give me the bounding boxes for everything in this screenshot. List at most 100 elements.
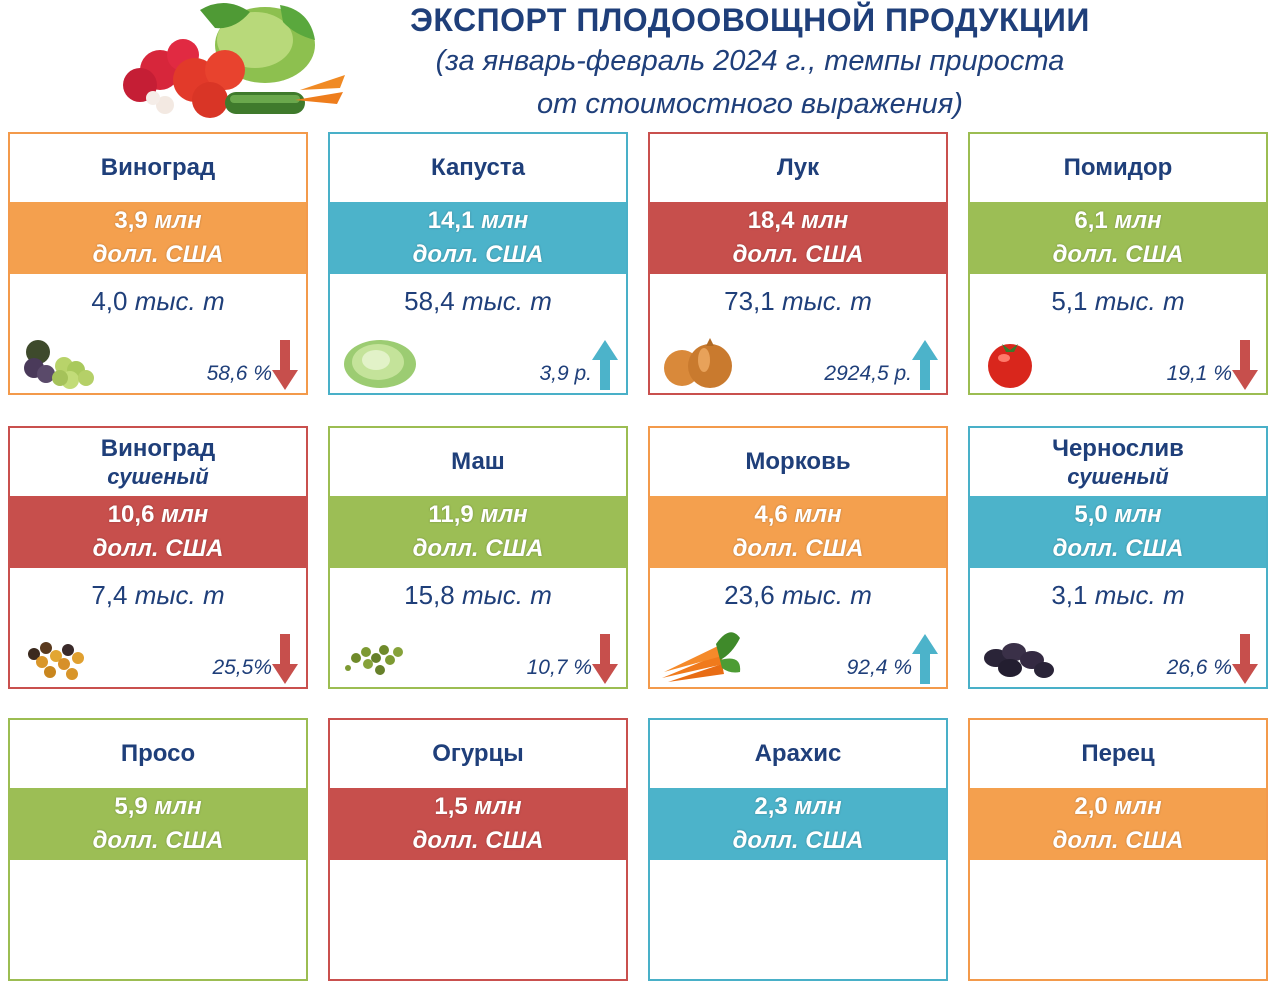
export-unit-mln: млн [481,207,529,234]
export-value: 5,0 [1074,501,1108,528]
volume-value: 3,1 [1051,580,1088,610]
volume-unit: тыс. т [461,580,552,610]
product-name-text: Просо [120,740,196,767]
export-unit-usd: долл. США [412,535,544,562]
export-unit-usd: долл. США [92,827,224,854]
export-unit-mln: млн [794,793,842,820]
export-value-band: 6,1 млн долл. США [970,202,1266,274]
volume-value: 58,4 [404,286,455,316]
vegetables-pile-icon [123,2,345,118]
export-value: 2,0 [1074,793,1108,820]
raisins-icon [20,624,102,684]
export-value: 10,6 [107,501,155,528]
export-value: 4,6 [754,501,788,528]
page-subtitle-line2: от стоимостного выражения) [537,88,963,120]
export-value: 14,1 [427,207,475,234]
product-card: Помидор 6,1 млн долл. США 5,1 тыс. т 19,1 % [968,132,1268,395]
product-name: Виноград сушеный [10,428,306,496]
product-name: Арахис [650,720,946,788]
arrow-down-icon [592,634,618,684]
volume-unit: тыс. т [461,286,552,316]
arrow-down-icon [272,340,298,390]
export-unit-usd: долл. США [732,535,864,562]
volume-unit: тыс. т [781,286,872,316]
export-value: 1,5 [434,793,468,820]
export-unit-usd: долл. США [732,827,864,854]
product-qualifier: сушеный [1067,464,1169,489]
product-qualifier: сушеный [107,464,209,489]
export-volume: 58,4 тыс. т [330,286,626,317]
volume-value: 15,8 [404,580,455,610]
product-name-text: Помидор [1063,154,1173,181]
export-value-band: 5,0 млн долл. США [970,496,1266,568]
product-name-text: Арахис [754,740,842,767]
export-unit-usd: долл. США [412,827,544,854]
growth-rate: 26,6 % [1166,656,1232,679]
header: ЭКСПОРТ ПЛОДООВОЩНОЙ ПРОДУКЦИИ (за январ… [0,0,1280,130]
product-name-text: Виноград [100,154,216,181]
export-unit-mln: млн [480,501,528,528]
product-name-text: Маш [451,448,505,475]
export-unit-usd: долл. США [1052,241,1184,268]
product-name-text: Капуста [431,154,525,181]
mung-bean-icon [340,624,422,684]
volume-value: 5,1 [1051,286,1088,316]
export-volume: 7,4 тыс. т [10,580,306,611]
growth-rate: 58,6 % [206,362,272,385]
product-name-text: Морковь [745,448,851,475]
product-name: Маш [330,428,626,496]
product-card: Виноград сушеный 10,6 млн долл. США 7,4 тыс.… [8,426,308,689]
grapes-icon [20,330,102,390]
onion-icon [660,330,742,390]
product-name-text: Перец [1081,740,1155,767]
export-unit-mln: млн [161,501,209,528]
product-card: Огурцы 1,5 млн долл. США [328,718,628,981]
export-value-band: 2,3 млн долл. США [650,788,946,860]
export-value-band: 18,4 млн долл. США [650,202,946,274]
export-volume: 23,6 тыс. т [650,580,946,611]
export-unit-mln: млн [1114,207,1162,234]
product-card: Чернослив сушеный 5,0 млн долл. США 3,1 тыс.… [968,426,1268,689]
page-subtitle-line1: (за январь-февраль 2024 г., темпы прирос… [435,45,1065,77]
product-name: Виноград [10,134,306,202]
export-unit-usd: долл. США [732,241,864,268]
arrow-up-icon [912,340,938,390]
export-unit-mln: млн [154,207,202,234]
product-name: Лук [650,134,946,202]
growth-rate: 92,4 % [846,656,912,679]
arrow-up-icon [592,340,618,390]
export-value: 2,3 [754,793,788,820]
arrow-down-icon [272,634,298,684]
prunes-icon [980,624,1062,684]
product-card: Капуста 14,1 млн долл. США 58,4 тыс. т 3,9 р… [328,132,628,395]
volume-value: 23,6 [724,580,775,610]
cabbage-icon [340,330,422,390]
product-name: Морковь [650,428,946,496]
export-value-band: 1,5 млн долл. США [330,788,626,860]
export-unit-mln: млн [801,207,849,234]
export-value: 3,9 [114,207,148,234]
export-unit-usd: долл. США [1052,535,1184,562]
volume-value: 4,0 [91,286,128,316]
export-value: 5,9 [114,793,148,820]
product-name: Просо [10,720,306,788]
product-name: Помидор [970,134,1266,202]
product-name: Огурцы [330,720,626,788]
product-card: Маш 11,9 млн долл. США 15,8 тыс. т 10,7 % [328,426,628,689]
export-volume: 5,1 тыс. т [970,286,1266,317]
arrow-down-icon [1232,340,1258,390]
export-unit-usd: долл. США [412,241,544,268]
export-value-band: 4,6 млн долл. США [650,496,946,568]
export-value-band: 10,6 млн долл. США [10,496,306,568]
volume-unit: тыс. т [1094,286,1185,316]
export-volume: 4,0 тыс. т [10,286,306,317]
tomato-icon [980,330,1062,390]
product-name-text: Виноград [100,435,216,462]
product-name: Капуста [330,134,626,202]
volume-unit: тыс. т [1094,580,1185,610]
product-card: Арахис 2,3 млн долл. США [648,718,948,981]
product-card: Виноград 3,9 млн долл. США 4,0 тыс. т 58,6 % [8,132,308,395]
export-volume: 3,1 тыс. т [970,580,1266,611]
export-value-band: 14,1 млн долл. США [330,202,626,274]
product-name-text: Лук [776,154,820,181]
